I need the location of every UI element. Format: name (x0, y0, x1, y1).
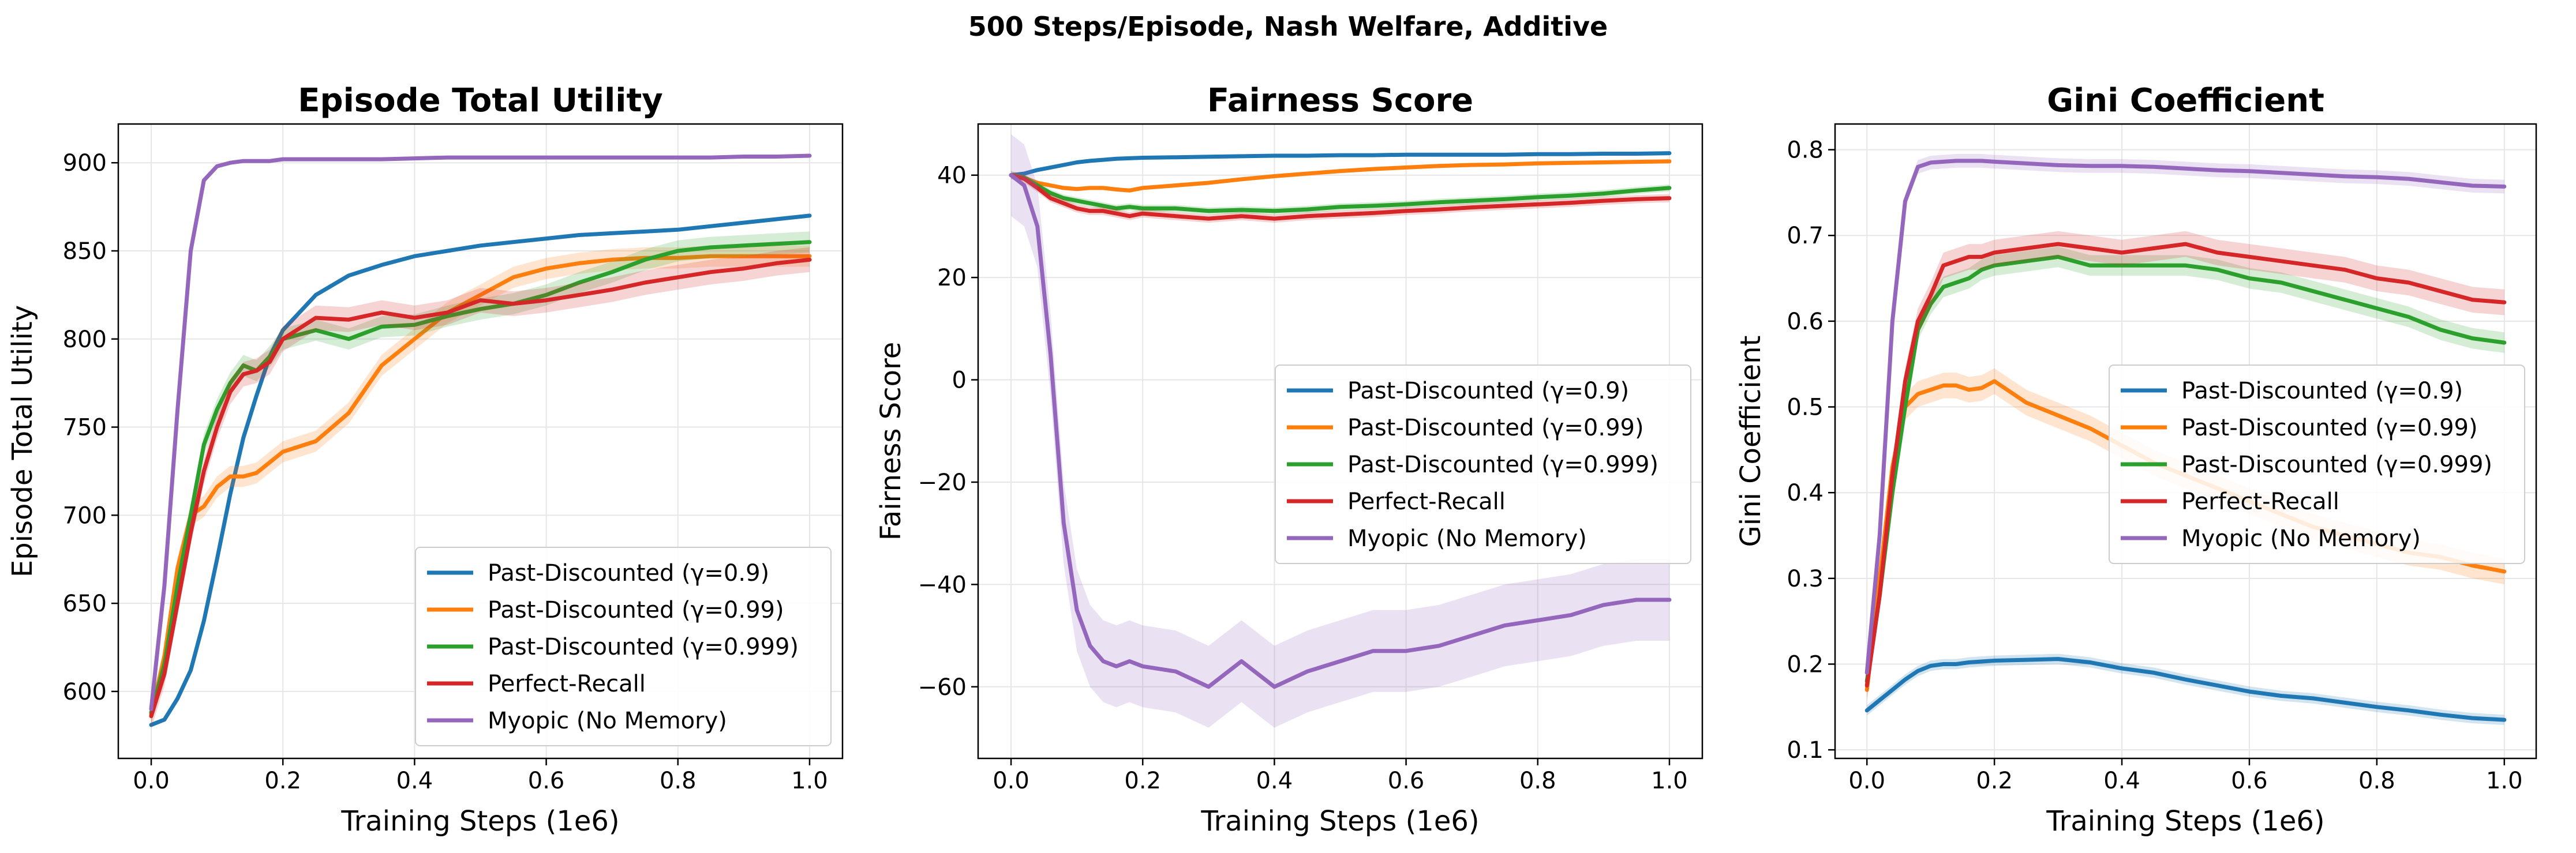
legend-label: Myopic (No Memory) (1347, 525, 1587, 552)
x-tick-label: 0.6 (528, 768, 565, 794)
y-tick-label: 0.4 (1787, 480, 1824, 506)
legend-label: Myopic (No Memory) (488, 708, 727, 734)
y-tick-label: 20 (937, 265, 967, 291)
legend-label: Past-Discounted (γ=0.99) (2181, 415, 2478, 441)
legend-label: Past-Discounted (γ=0.99) (488, 597, 784, 623)
legend-box (415, 547, 832, 746)
x-tick-label: 0.6 (2231, 768, 2268, 794)
x-tick-label: 0.8 (660, 768, 697, 794)
legend-label: Past-Discounted (γ=0.999) (2181, 452, 2492, 478)
y-tick-label: 650 (63, 591, 107, 617)
y-tick-label: −40 (918, 572, 967, 598)
x-tick-label: 0.0 (993, 768, 1029, 794)
figure-title: 500 Steps/Episode, Nash Welfare, Additiv… (968, 11, 1608, 42)
legend: Past-Discounted (γ=0.9) Past-Discounted (… (415, 547, 832, 746)
y-tick-label: 40 (937, 163, 967, 189)
y-tick-label: 0.2 (1787, 651, 1824, 678)
line-perfect-recall (1864, 242, 2507, 688)
y-axis-label: Fairness Score (875, 342, 907, 541)
y-axis-label: Episode Total Utility (6, 305, 39, 577)
y-tick-label: 0.5 (1787, 394, 1824, 421)
y-tick-label: 850 (63, 238, 107, 265)
plot-area (1009, 134, 1672, 728)
x-tick-label: 0.4 (2103, 768, 2140, 794)
line-past-discounted-0-9 (1009, 151, 1672, 178)
y-tick-label: −20 (918, 469, 967, 496)
x-tick-label: 0.0 (1848, 768, 1885, 794)
y-tick-label: −60 (918, 674, 967, 701)
legend-box (1275, 365, 1691, 564)
x-tick-label: 0.2 (1976, 768, 2013, 794)
x-axis-label: Training Steps (1e6) (340, 805, 619, 837)
y-tick-label: 0.3 (1787, 566, 1824, 592)
axes-frame (117, 123, 844, 760)
y-tick-label: 600 (63, 679, 107, 705)
line-past-discounted-0-99 (149, 254, 812, 717)
legend-label: Perfect-Recall (488, 671, 646, 697)
plot-area (149, 153, 812, 729)
axis-title: Gini Coefficient (2047, 82, 2324, 119)
line-perfect-recall (149, 257, 812, 719)
legend-label: Past-Discounted (γ=0.9) (2181, 378, 2463, 404)
band-past-discounted-0-9 (1867, 653, 2504, 725)
axis-title: Fairness Score (1207, 82, 1473, 119)
line-past-discounted-0-999 (149, 240, 812, 715)
x-tick-label: 0.8 (2358, 768, 2395, 794)
legend: Past-Discounted (γ=0.9) Past-Discounted (… (1275, 365, 1691, 564)
legend-label: Past-Discounted (γ=0.999) (488, 634, 799, 660)
axes-frame (977, 123, 1703, 760)
y-tick-label: 0.8 (1787, 137, 1824, 164)
line-past-discounted-0-9 (149, 213, 812, 727)
legend-label: Myopic (No Memory) (2181, 525, 2421, 552)
panel-gini-coefficient: Gini Coefficient 0.0 0.2 0.4 0.6 0.8 1.0 0.1 0.2… (1735, 82, 2537, 837)
x-tick-label: 0.2 (264, 768, 301, 794)
y-tick-label: 750 (63, 415, 107, 441)
x-axis-label: Training Steps (1e6) (2046, 805, 2324, 837)
legend-label: Past-Discounted (γ=0.9) (488, 560, 769, 587)
axis-title: Episode Total Utility (298, 82, 663, 119)
y-tick-label: 0 (952, 367, 967, 394)
y-tick-label: 0.6 (1787, 309, 1824, 335)
x-tick-label: 0.4 (396, 768, 433, 794)
line-myopic-no-memory (149, 153, 812, 711)
y-tick-label: 700 (63, 502, 107, 529)
legend-box (2109, 365, 2525, 564)
y-tick-label: 0.7 (1787, 223, 1824, 249)
gridlines (118, 124, 843, 758)
legend-label: Perfect-Recall (1347, 488, 1506, 515)
x-tick-label: 0.0 (133, 768, 170, 794)
x-tick-label: 1.0 (791, 768, 828, 794)
line-past-discounted-0-999 (1864, 254, 2507, 683)
x-axis-label: Training Steps (1e6) (1200, 805, 1479, 837)
y-tick-label: 800 (63, 326, 107, 353)
y-tick-label: 900 (63, 150, 107, 176)
legend-label: Perfect-Recall (2181, 488, 2339, 515)
axes-frame (1834, 123, 2537, 760)
line-myopic-no-memory (1864, 159, 2507, 675)
legend: Past-Discounted (γ=0.9) Past-Discounted (… (2109, 365, 2525, 564)
x-tick-label: 0.2 (1124, 768, 1161, 794)
legend-label: Past-Discounted (γ=0.999) (1347, 452, 1658, 478)
band-perfect-recall (1011, 171, 1669, 223)
x-tick-label: 0.8 (1519, 768, 1556, 794)
x-tick-label: 0.4 (1256, 768, 1293, 794)
y-tick-label: 0.1 (1787, 737, 1824, 764)
legend-label: Past-Discounted (γ=0.9) (1347, 378, 1629, 404)
x-tick-label: 1.0 (1651, 768, 1688, 794)
panel-episode-total-utility: Episode Total Utility 0.0 0.2 0.4 0.6 0.8 1.0 6… (6, 82, 844, 837)
line-past-discounted-0-99 (1009, 159, 1672, 193)
legend-label: Past-Discounted (γ=0.99) (1347, 415, 1644, 441)
x-tick-label: 1.0 (2486, 768, 2523, 794)
line-perfect-recall (1009, 173, 1672, 221)
y-axis-label: Gini Coefficient (1735, 336, 1767, 547)
panel-fairness-score: Fairness Score 0.0 0.2 0.4 0.6 0.8 1.0 −60 −40 −2… (875, 82, 1703, 837)
line-myopic-no-memory (1009, 173, 1672, 689)
line-past-discounted-0-9 (1864, 657, 2507, 722)
x-tick-label: 0.6 (1388, 768, 1425, 794)
line-past-discounted-0-999 (1009, 173, 1672, 213)
